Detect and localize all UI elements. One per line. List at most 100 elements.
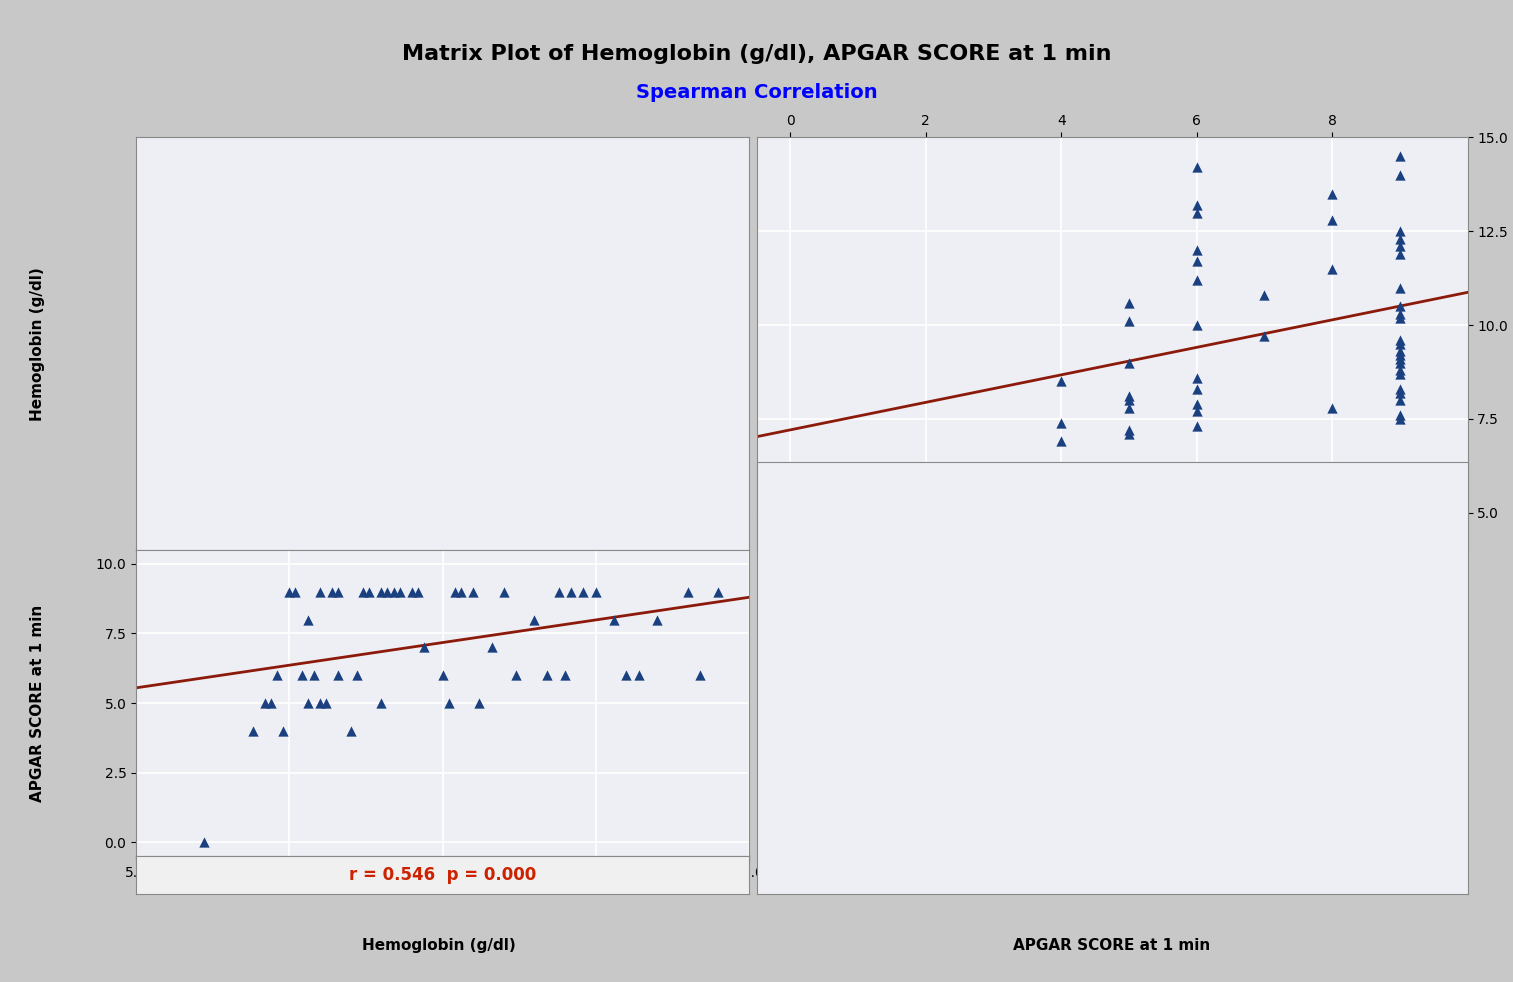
Point — [1387, 167, 1412, 183]
Point — [1185, 369, 1209, 385]
Point — [1185, 243, 1209, 258]
Point — [522, 612, 546, 627]
Point — [572, 584, 596, 600]
Text: APGAR SCORE at 1 min: APGAR SCORE at 1 min — [30, 605, 45, 801]
Point — [430, 668, 454, 683]
Point — [1387, 392, 1412, 408]
Point — [301, 668, 325, 683]
Point — [1117, 400, 1141, 415]
Point — [1387, 355, 1412, 370]
Point — [357, 584, 381, 600]
Point — [1387, 348, 1412, 363]
Point — [345, 668, 369, 683]
Point — [480, 639, 504, 655]
Point — [1387, 351, 1412, 366]
Point — [387, 584, 412, 600]
Point — [375, 584, 399, 600]
Text: Matrix Plot of Hemoglobin (g/dl), APGAR SCORE at 1 min: Matrix Plot of Hemoglobin (g/dl), APGAR … — [402, 44, 1111, 64]
Point — [1387, 239, 1412, 254]
Point — [1319, 212, 1344, 228]
Point — [449, 584, 474, 600]
Point — [1253, 328, 1277, 344]
Point — [283, 584, 307, 600]
Point — [778, 464, 802, 479]
Point — [321, 584, 345, 600]
Point — [259, 695, 283, 711]
Point — [602, 612, 626, 627]
Point — [1185, 160, 1209, 176]
Point — [1387, 385, 1412, 401]
Point — [253, 695, 277, 711]
Point — [277, 584, 301, 600]
Point — [688, 668, 713, 683]
Point — [1185, 253, 1209, 269]
Point — [1185, 418, 1209, 434]
Point — [1117, 392, 1141, 408]
Point — [1185, 197, 1209, 213]
Point — [614, 668, 638, 683]
Point — [1387, 231, 1412, 246]
Text: r = 0.546  p = 0.000: r = 0.546 p = 0.000 — [1018, 522, 1206, 540]
Point — [1117, 426, 1141, 442]
Point — [327, 584, 351, 600]
Point — [1387, 306, 1412, 322]
Point — [1185, 404, 1209, 419]
Point — [645, 612, 669, 627]
Point — [584, 584, 608, 600]
Point — [1387, 408, 1412, 423]
Point — [1387, 366, 1412, 382]
Point — [1117, 295, 1141, 310]
Text: r = 0.546  p = 0.000: r = 0.546 p = 0.000 — [350, 866, 536, 884]
Point — [1387, 148, 1412, 164]
Point — [412, 639, 436, 655]
Point — [1387, 299, 1412, 314]
Point — [1387, 381, 1412, 397]
Point — [1049, 373, 1073, 389]
Point — [1049, 414, 1073, 430]
Point — [1117, 355, 1141, 370]
Point — [437, 695, 461, 711]
Point — [1117, 313, 1141, 329]
Point — [675, 584, 699, 600]
Point — [1049, 433, 1073, 449]
Point — [289, 668, 313, 683]
Point — [369, 584, 393, 600]
Point — [461, 584, 486, 600]
Point — [369, 695, 393, 711]
Point — [309, 695, 333, 711]
Point — [1387, 332, 1412, 348]
Point — [1253, 287, 1277, 302]
Point — [443, 584, 468, 600]
Point — [265, 668, 289, 683]
Point — [554, 668, 578, 683]
Point — [1185, 381, 1209, 397]
Point — [504, 668, 528, 683]
Point — [327, 668, 351, 683]
Point — [339, 723, 363, 738]
Point — [1185, 317, 1209, 333]
Point — [1387, 344, 1412, 359]
Point — [707, 584, 731, 600]
Point — [1185, 272, 1209, 288]
Point — [1185, 396, 1209, 411]
Point — [1185, 204, 1209, 220]
Point — [1319, 261, 1344, 277]
Text: Hemoglobin (g/dl): Hemoglobin (g/dl) — [30, 267, 45, 420]
Point — [1387, 224, 1412, 240]
Point — [1387, 410, 1412, 426]
Point — [309, 584, 333, 600]
Point — [405, 584, 430, 600]
Point — [492, 584, 516, 600]
Point — [1319, 400, 1344, 415]
Point — [315, 695, 339, 711]
Point — [381, 584, 405, 600]
Point — [546, 584, 570, 600]
Point — [626, 668, 651, 683]
Point — [351, 584, 375, 600]
Point — [1319, 186, 1344, 201]
Point — [1387, 309, 1412, 325]
Text: Hemoglobin (g/dl): Hemoglobin (g/dl) — [362, 938, 516, 953]
Point — [271, 723, 295, 738]
Point — [1117, 389, 1141, 405]
Point — [560, 584, 584, 600]
